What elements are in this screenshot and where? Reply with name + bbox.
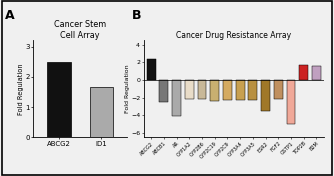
Bar <box>160 80 168 102</box>
Title: Cancer Drug Resistance Array: Cancer Drug Resistance Array <box>176 31 291 40</box>
Bar <box>198 80 206 99</box>
Bar <box>274 80 283 99</box>
Bar <box>147 59 156 80</box>
Bar <box>287 80 295 124</box>
Bar <box>299 65 308 80</box>
Bar <box>90 87 113 137</box>
Bar <box>223 80 232 100</box>
Y-axis label: Fold Regulation: Fold Regulation <box>125 65 130 113</box>
Y-axis label: Fold Regulation: Fold Regulation <box>18 63 24 115</box>
Bar <box>172 80 181 116</box>
Bar <box>185 80 194 99</box>
Bar <box>236 80 244 100</box>
Bar <box>312 66 321 80</box>
Text: B: B <box>132 9 141 22</box>
Bar <box>210 80 219 101</box>
Title: Cancer Stem
Cell Array: Cancer Stem Cell Array <box>54 20 106 40</box>
Bar <box>248 80 257 100</box>
Text: A: A <box>5 9 15 22</box>
Bar <box>261 80 270 111</box>
Bar <box>47 62 70 137</box>
